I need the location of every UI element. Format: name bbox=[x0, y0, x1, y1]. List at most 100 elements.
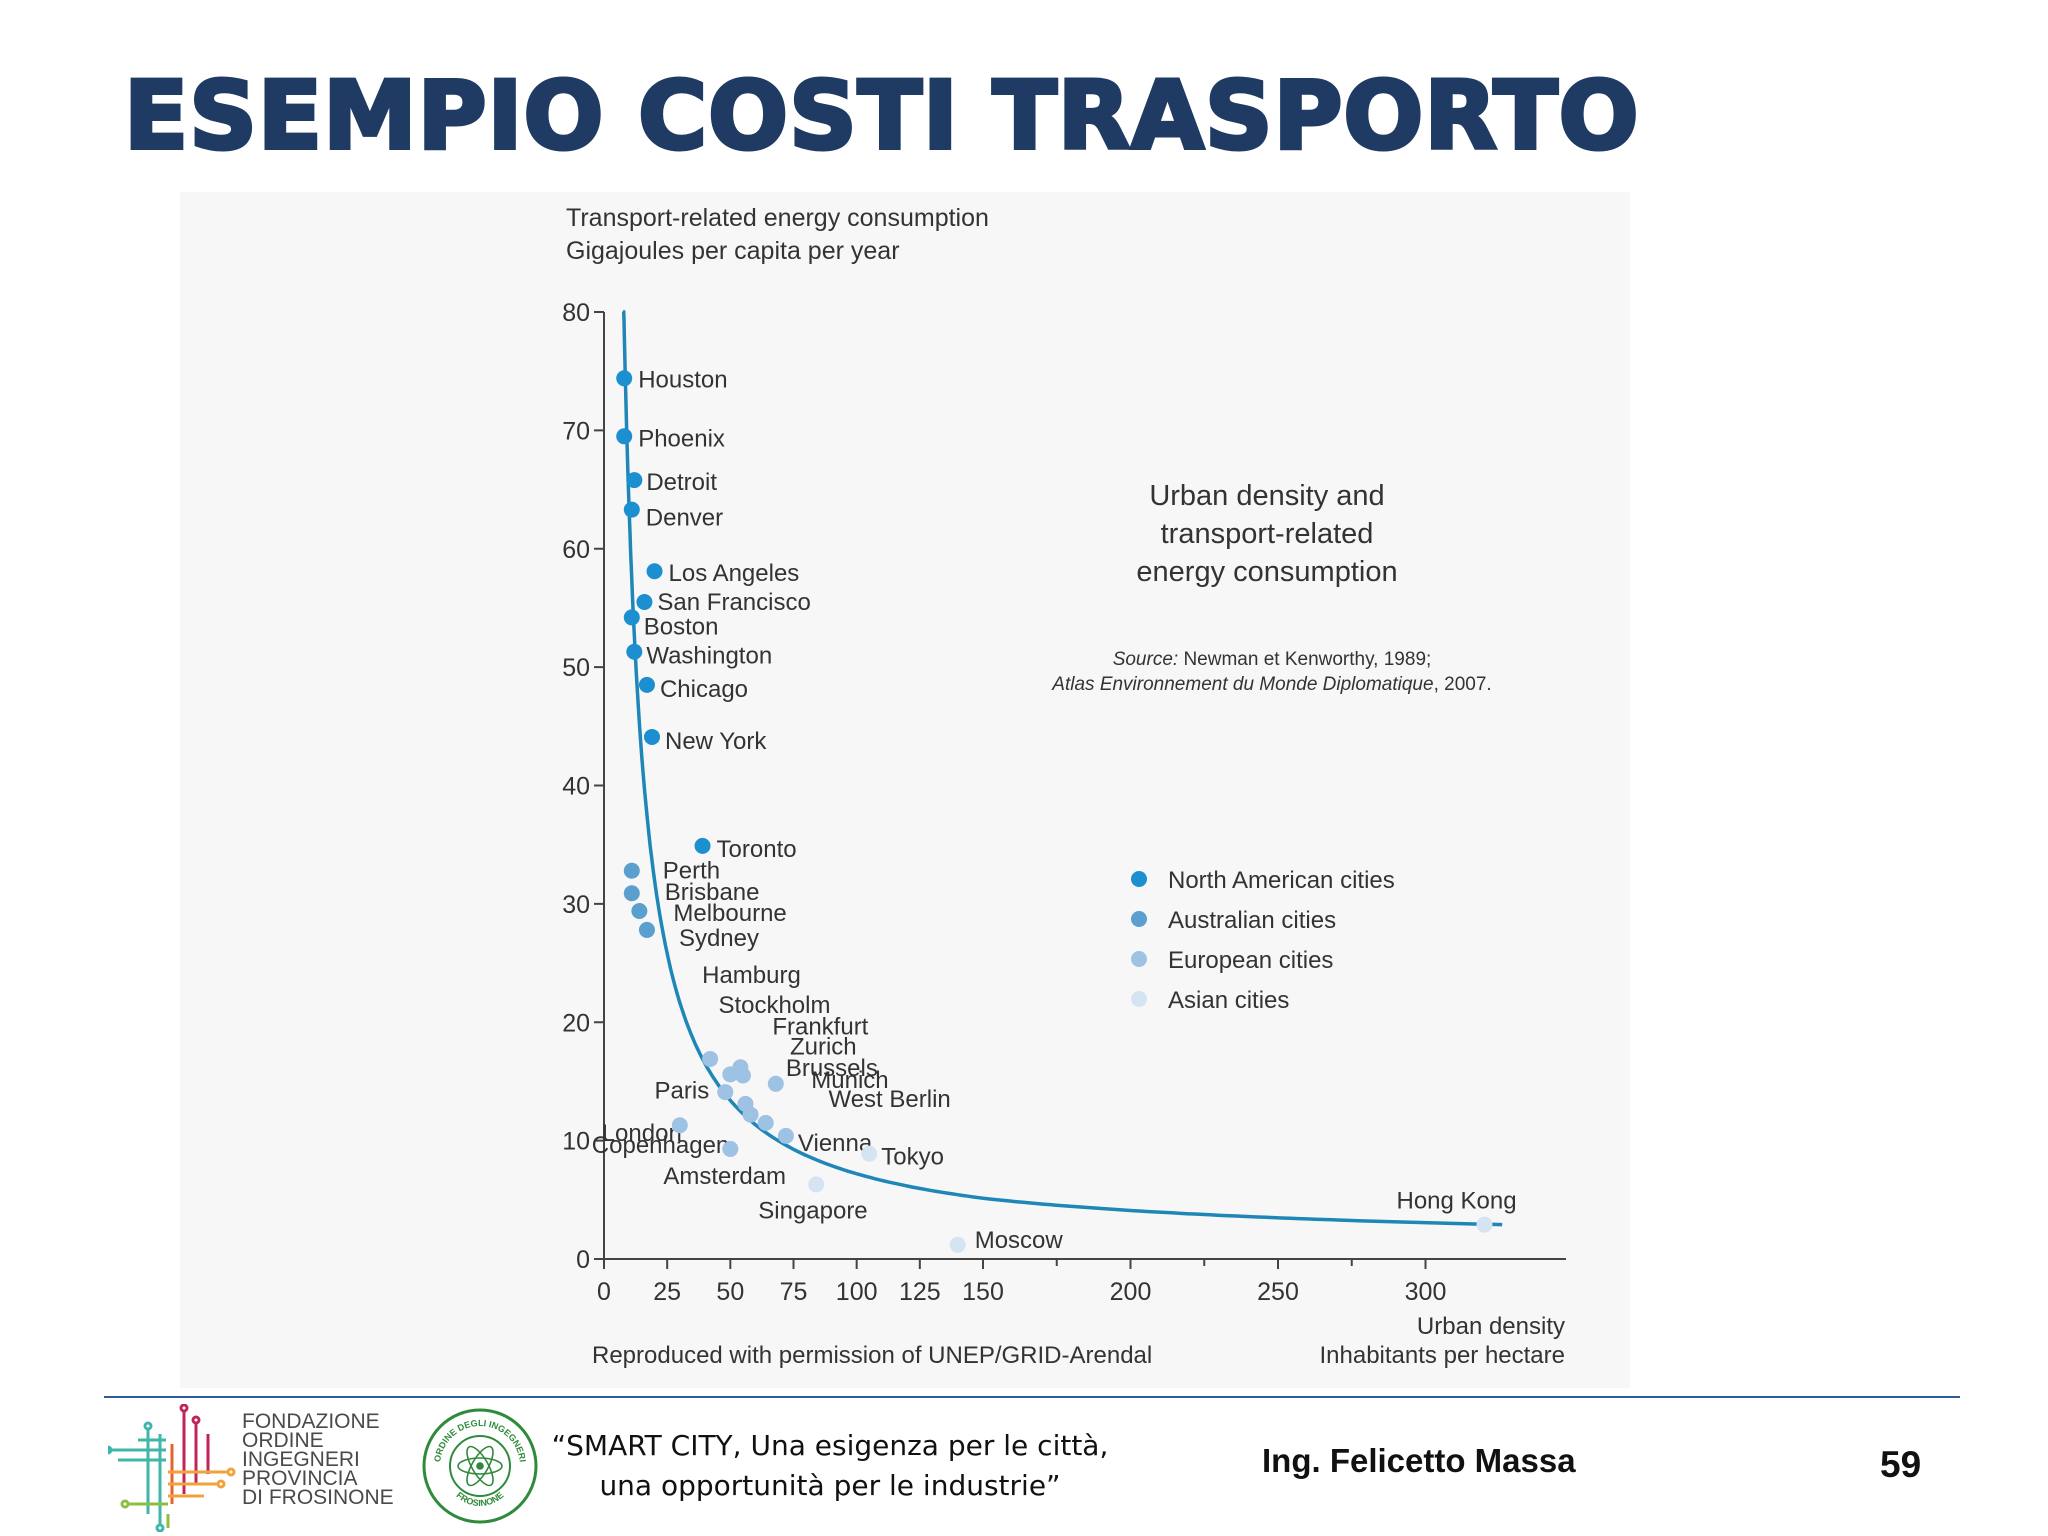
seal-text-bottom: FROSINONE bbox=[455, 1490, 506, 1508]
inset-title-line1: Urban density and bbox=[1149, 480, 1384, 512]
x-tick-label: 75 bbox=[780, 1278, 808, 1306]
data-point bbox=[623, 501, 640, 518]
data-point bbox=[757, 1114, 774, 1131]
y-axis-label-line1: Transport-related energy consumption bbox=[566, 204, 989, 232]
y-tick-label: 40 bbox=[562, 773, 590, 801]
source-line1: Source: Newman et Kenworthy, 1989; bbox=[1113, 649, 1432, 670]
data-label: Brisbane bbox=[665, 879, 760, 906]
legend: North American cities Australian cities Eu… bbox=[1131, 867, 1395, 1014]
legend-marker bbox=[1131, 951, 1147, 967]
x-axis-label-line1: Urban density bbox=[1417, 1313, 1565, 1340]
fondazione-logo: FONDAZIONE ORDINE INGEGNERI PROVINCIA DI… bbox=[108, 1404, 394, 1532]
x-tick-label: 0 bbox=[597, 1278, 611, 1306]
data-label: Chicago bbox=[660, 676, 748, 703]
figure-panel: Transport-related energy consumption Gig… bbox=[180, 192, 1630, 1388]
data-point bbox=[638, 921, 655, 938]
quote-line2: una opportunità per le industrie” bbox=[599, 1469, 1061, 1502]
y-tick-label: 30 bbox=[562, 891, 590, 919]
y-tick-label: 50 bbox=[562, 654, 590, 682]
data-point bbox=[722, 1140, 739, 1157]
legend-label: Asian cities bbox=[1168, 987, 1289, 1014]
legend-marker bbox=[1131, 911, 1147, 927]
axes: 0 10 20 30 40 50 60 70 80 0 25 50 75 100 125 150 200 250 3… bbox=[562, 299, 1566, 1306]
data-label: Moscow bbox=[975, 1227, 1064, 1254]
svg-text:ORDINE DEGLI INGEGNERI: ORDINE DEGLI INGEGNERI bbox=[432, 1418, 528, 1463]
data-label: Washington bbox=[646, 643, 772, 670]
slide-title: ESEMPIO COSTI TRASPORTO bbox=[122, 60, 1641, 173]
x-tick-label: 200 bbox=[1110, 1278, 1152, 1306]
data-point bbox=[626, 643, 643, 660]
data-point bbox=[646, 563, 663, 580]
footer-divider bbox=[104, 1396, 1960, 1398]
source-label: Source: bbox=[1113, 649, 1178, 670]
data-label: Tokyo bbox=[881, 1144, 944, 1171]
data-label: Toronto bbox=[717, 836, 797, 863]
data-label: Boston bbox=[644, 613, 719, 640]
y-tick-label: 70 bbox=[562, 417, 590, 445]
data-point bbox=[644, 728, 661, 745]
data-label: Copenhagen bbox=[592, 1132, 729, 1159]
data-point bbox=[636, 594, 653, 611]
inset-title-line3: energy consumption bbox=[1136, 556, 1397, 588]
data-point bbox=[616, 370, 633, 387]
data-label: Hong Kong bbox=[1397, 1188, 1517, 1215]
data-point bbox=[616, 428, 633, 445]
y-tick-label: 60 bbox=[562, 536, 590, 564]
ordine-ingegneri-seal: ORDINE DEGLI INGEGNERI FROSINONE bbox=[422, 1408, 538, 1524]
data-point bbox=[623, 885, 640, 902]
data-label: Frankfurt bbox=[772, 1013, 868, 1040]
page-number: 59 bbox=[1880, 1444, 1922, 1485]
data-label: Singapore bbox=[758, 1197, 867, 1224]
source-line2: Atlas Environnement du Monde Diplomatiqu… bbox=[1051, 674, 1491, 695]
data-point bbox=[631, 902, 648, 919]
data-label: Phoenix bbox=[638, 425, 725, 452]
data-label: Houston bbox=[638, 366, 727, 393]
data-label: Munich bbox=[811, 1067, 888, 1094]
data-label: Vienna bbox=[798, 1130, 873, 1157]
data-label: Hamburg bbox=[702, 962, 801, 989]
data-point bbox=[808, 1176, 825, 1193]
data-point bbox=[949, 1236, 966, 1253]
data-label: Denver bbox=[646, 505, 723, 532]
y-tick-label: 0 bbox=[576, 1246, 590, 1274]
logo-text-line4: PROVINCIA bbox=[242, 1467, 358, 1490]
y-tick-label: 80 bbox=[562, 299, 590, 327]
author-name: Ing. Felicetto Massa bbox=[1262, 1442, 1576, 1479]
data-label: Stockholm bbox=[718, 992, 830, 1019]
data-label: West Berlin bbox=[828, 1086, 950, 1113]
x-tick-label: 25 bbox=[653, 1278, 681, 1306]
legend-marker bbox=[1131, 871, 1147, 887]
data-point bbox=[861, 1145, 878, 1162]
data-label: New York bbox=[665, 728, 767, 755]
x-tick-label: 100 bbox=[836, 1278, 878, 1306]
data-point bbox=[702, 1050, 719, 1067]
trend-curve bbox=[621, 310, 1503, 1227]
data-point bbox=[623, 862, 640, 879]
source-italic-title: Atlas Environnement du Monde Diplomatiqu… bbox=[1051, 674, 1433, 695]
data-point bbox=[722, 1066, 739, 1083]
data-point bbox=[694, 837, 711, 854]
data-point bbox=[1476, 1216, 1493, 1233]
svg-text:FROSINONE: FROSINONE bbox=[455, 1490, 506, 1508]
data-label: Amsterdam bbox=[663, 1163, 786, 1190]
legend-label: European cities bbox=[1168, 947, 1333, 974]
x-tick-label: 125 bbox=[899, 1278, 941, 1306]
data-point bbox=[638, 676, 655, 693]
data-label: Los Angeles bbox=[669, 560, 800, 587]
x-tick-label: 150 bbox=[962, 1278, 1004, 1306]
logo-text-line2: ORDINE bbox=[242, 1429, 324, 1452]
x-tick-label: 250 bbox=[1257, 1278, 1299, 1306]
data-point bbox=[742, 1106, 759, 1123]
footer-quote: “SMART CITY, Una esigenza per le città, … bbox=[540, 1426, 1120, 1506]
source-text-1: Newman et Kenworthy, 1989; bbox=[1178, 649, 1431, 670]
y-tick-label: 20 bbox=[562, 1009, 590, 1037]
data-label: Detroit bbox=[646, 469, 717, 496]
atom-icon bbox=[457, 1445, 503, 1487]
credit-text: Reproduced with permission of UNEP/GRID-… bbox=[592, 1342, 1152, 1369]
x-tick-label: 50 bbox=[716, 1278, 744, 1306]
x-axis-label-line2: Inhabitants per hectare bbox=[1320, 1342, 1566, 1369]
source-year: , 2007. bbox=[1434, 674, 1492, 695]
data-points: Houston Phoenix Detroit Denver Los AngelesSa… bbox=[592, 366, 1517, 1254]
logo-text-line1: FONDAZIONE bbox=[242, 1410, 380, 1433]
data-point bbox=[626, 472, 643, 489]
